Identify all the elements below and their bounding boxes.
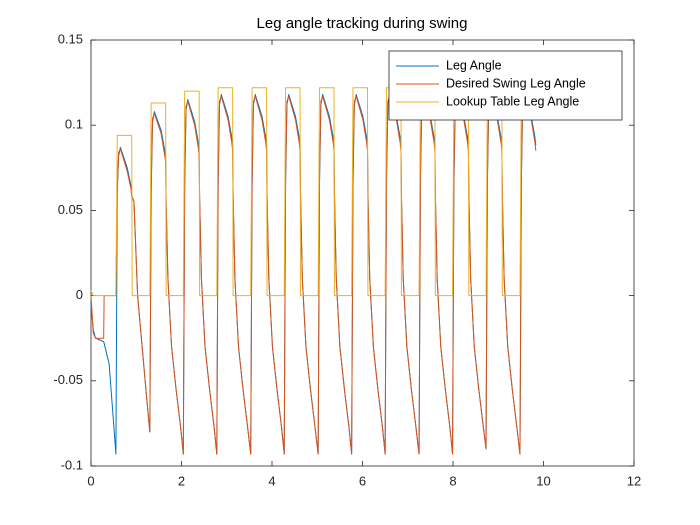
y-tick-label: -0.05 xyxy=(53,372,83,387)
chart-title: Leg angle tracking during swing xyxy=(257,15,468,32)
legend-box xyxy=(388,50,623,121)
legend-label: Desired Swing Leg Angle xyxy=(446,76,586,90)
x-tick-label: 12 xyxy=(627,473,641,488)
y-tick-label: -0.1 xyxy=(61,457,83,472)
legend-label: Leg Angle xyxy=(446,58,502,72)
x-tick-label: 0 xyxy=(87,473,94,488)
x-tick-label: 4 xyxy=(268,473,275,488)
x-tick-label: 2 xyxy=(178,473,185,488)
y-tick-label: 0.05 xyxy=(58,202,83,217)
x-tick-label: 10 xyxy=(536,473,550,488)
y-tick-label: 0.15 xyxy=(58,31,83,46)
x-tick-label: 8 xyxy=(449,473,456,488)
x-tick-label: 6 xyxy=(359,473,366,488)
legend-label: Lookup Table Leg Angle xyxy=(446,94,579,108)
y-tick-label: 0.1 xyxy=(65,117,83,132)
y-tick-label: 0 xyxy=(76,287,83,302)
